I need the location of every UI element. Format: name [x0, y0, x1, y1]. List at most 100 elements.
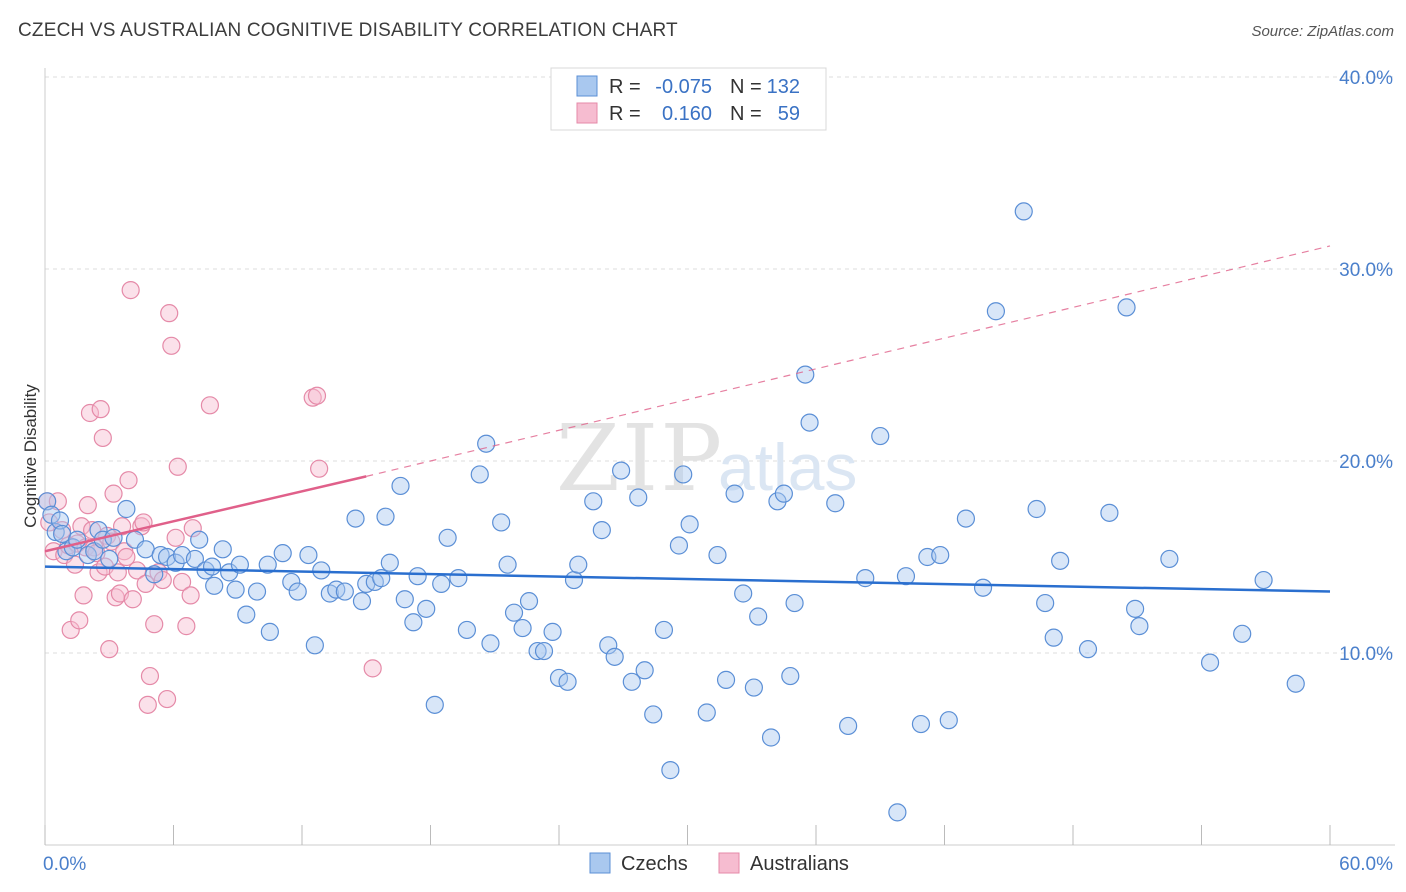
czechs-point — [680, 515, 699, 534]
australians-point — [72, 517, 91, 536]
czechs-point — [50, 511, 70, 530]
czechs-point — [1160, 549, 1179, 569]
czechs-point — [796, 365, 815, 384]
axis-layer — [44, 68, 1395, 846]
czechs-point — [519, 592, 539, 611]
watermark-zip: ZIP — [556, 405, 724, 512]
czechs-point — [734, 584, 753, 603]
legend-n-value-australians: 59 — [778, 103, 800, 125]
czechs-point — [258, 555, 277, 574]
czechs-point — [896, 567, 916, 586]
czechs-points — [38, 202, 1305, 822]
czechs-point — [558, 672, 577, 691]
bottom-legend-label-australians: Australians — [750, 853, 849, 875]
czechs-point — [661, 761, 680, 780]
czechs-point — [352, 592, 372, 611]
czechs-point — [956, 509, 976, 528]
australians-point — [100, 640, 119, 659]
legend-n-label-australians: N = — [730, 103, 762, 125]
czechs-point — [725, 484, 744, 503]
trend-lines — [44, 245, 1331, 593]
czechs-point — [973, 578, 993, 597]
czechs-point — [1014, 202, 1033, 221]
czechs-point — [299, 545, 318, 565]
czechs-point — [312, 561, 331, 580]
czechs-point — [986, 302, 1006, 321]
tick-labels: 10.0% 20.0% 30.0% 40.0% 0.0% 60.0% — [43, 68, 1393, 875]
czechs-point — [888, 803, 907, 822]
australians-trend-line-extended — [366, 245, 1331, 477]
czechs-point — [622, 672, 641, 691]
czechs-point — [46, 522, 65, 542]
czechs-point — [408, 567, 427, 586]
australians-point — [140, 666, 160, 686]
czechs-point — [481, 634, 500, 653]
czechs-point — [425, 695, 444, 714]
chart-title: CZECH VS AUSTRALIAN COGNITIVE DISABILITY… — [18, 20, 678, 41]
australians-point — [307, 386, 327, 405]
australians-trend-line — [44, 475, 367, 553]
australians-point — [162, 336, 181, 355]
legend-r-value-czechs: -0.075 — [655, 76, 712, 98]
bottom-legend-label-czechs: Czechs — [621, 853, 688, 875]
australians-point — [127, 561, 147, 580]
czechs-point — [504, 603, 524, 622]
czechs-point — [800, 413, 819, 432]
czechs-point — [592, 521, 611, 540]
czechs-point — [605, 647, 624, 666]
czechs-point — [438, 528, 457, 547]
y-tick-label: 30.0% — [1339, 260, 1393, 281]
australians-point — [104, 484, 123, 503]
czechs-point — [247, 582, 267, 601]
czechs-point — [202, 557, 222, 576]
legend-r-label-czechs: R = — [609, 76, 641, 98]
czechs-point — [457, 620, 477, 640]
czechs-point — [226, 580, 245, 599]
australians-point — [70, 611, 89, 630]
czechs-point — [716, 670, 736, 689]
bottom-legend-swatch-australians — [718, 852, 740, 874]
czechs-point — [273, 544, 292, 563]
czechs-point — [1027, 499, 1046, 519]
y-axis-label: Cognitive Disability — [21, 384, 40, 528]
czechs-point — [1036, 593, 1055, 613]
australians-point — [172, 572, 192, 592]
czechs-point — [669, 536, 689, 555]
czechs-point — [569, 555, 588, 574]
czechs-point — [288, 582, 307, 601]
czechs-point — [749, 607, 768, 626]
czechs-point — [38, 492, 57, 511]
czechs-point — [674, 465, 693, 484]
australians-point — [91, 400, 110, 419]
czechs-point — [117, 499, 136, 519]
australians-point — [183, 519, 202, 538]
y-tick-label: 20.0% — [1339, 452, 1393, 473]
czechs-point — [477, 434, 496, 453]
czechs-point — [599, 636, 618, 655]
czechs-point — [697, 703, 716, 722]
czechs-point — [781, 666, 800, 686]
australians-point — [74, 586, 93, 605]
czechs-point — [744, 678, 763, 697]
australians-point — [145, 615, 164, 634]
czechs-point — [761, 728, 781, 747]
australians-point — [168, 457, 187, 476]
legend-r-label-australians: R = — [609, 103, 641, 125]
czechs-point — [1051, 551, 1070, 570]
czechs-point — [151, 545, 170, 565]
czechs-point — [1254, 570, 1273, 590]
australians-point — [78, 496, 97, 515]
czechs-point — [260, 622, 279, 641]
czechs-point — [376, 507, 395, 526]
czechs-point — [644, 705, 663, 724]
czechs-point — [549, 668, 569, 688]
czechs-point — [774, 484, 793, 503]
czechs-point — [185, 549, 205, 569]
czechs-point — [534, 641, 554, 661]
legend-swatch-czechs — [576, 75, 598, 97]
australians-point — [160, 304, 179, 323]
legend-n-value-czechs: 132 — [767, 76, 800, 98]
y-tick-label: 40.0% — [1339, 68, 1393, 89]
x-tick-label-min: 0.0% — [43, 854, 86, 875]
